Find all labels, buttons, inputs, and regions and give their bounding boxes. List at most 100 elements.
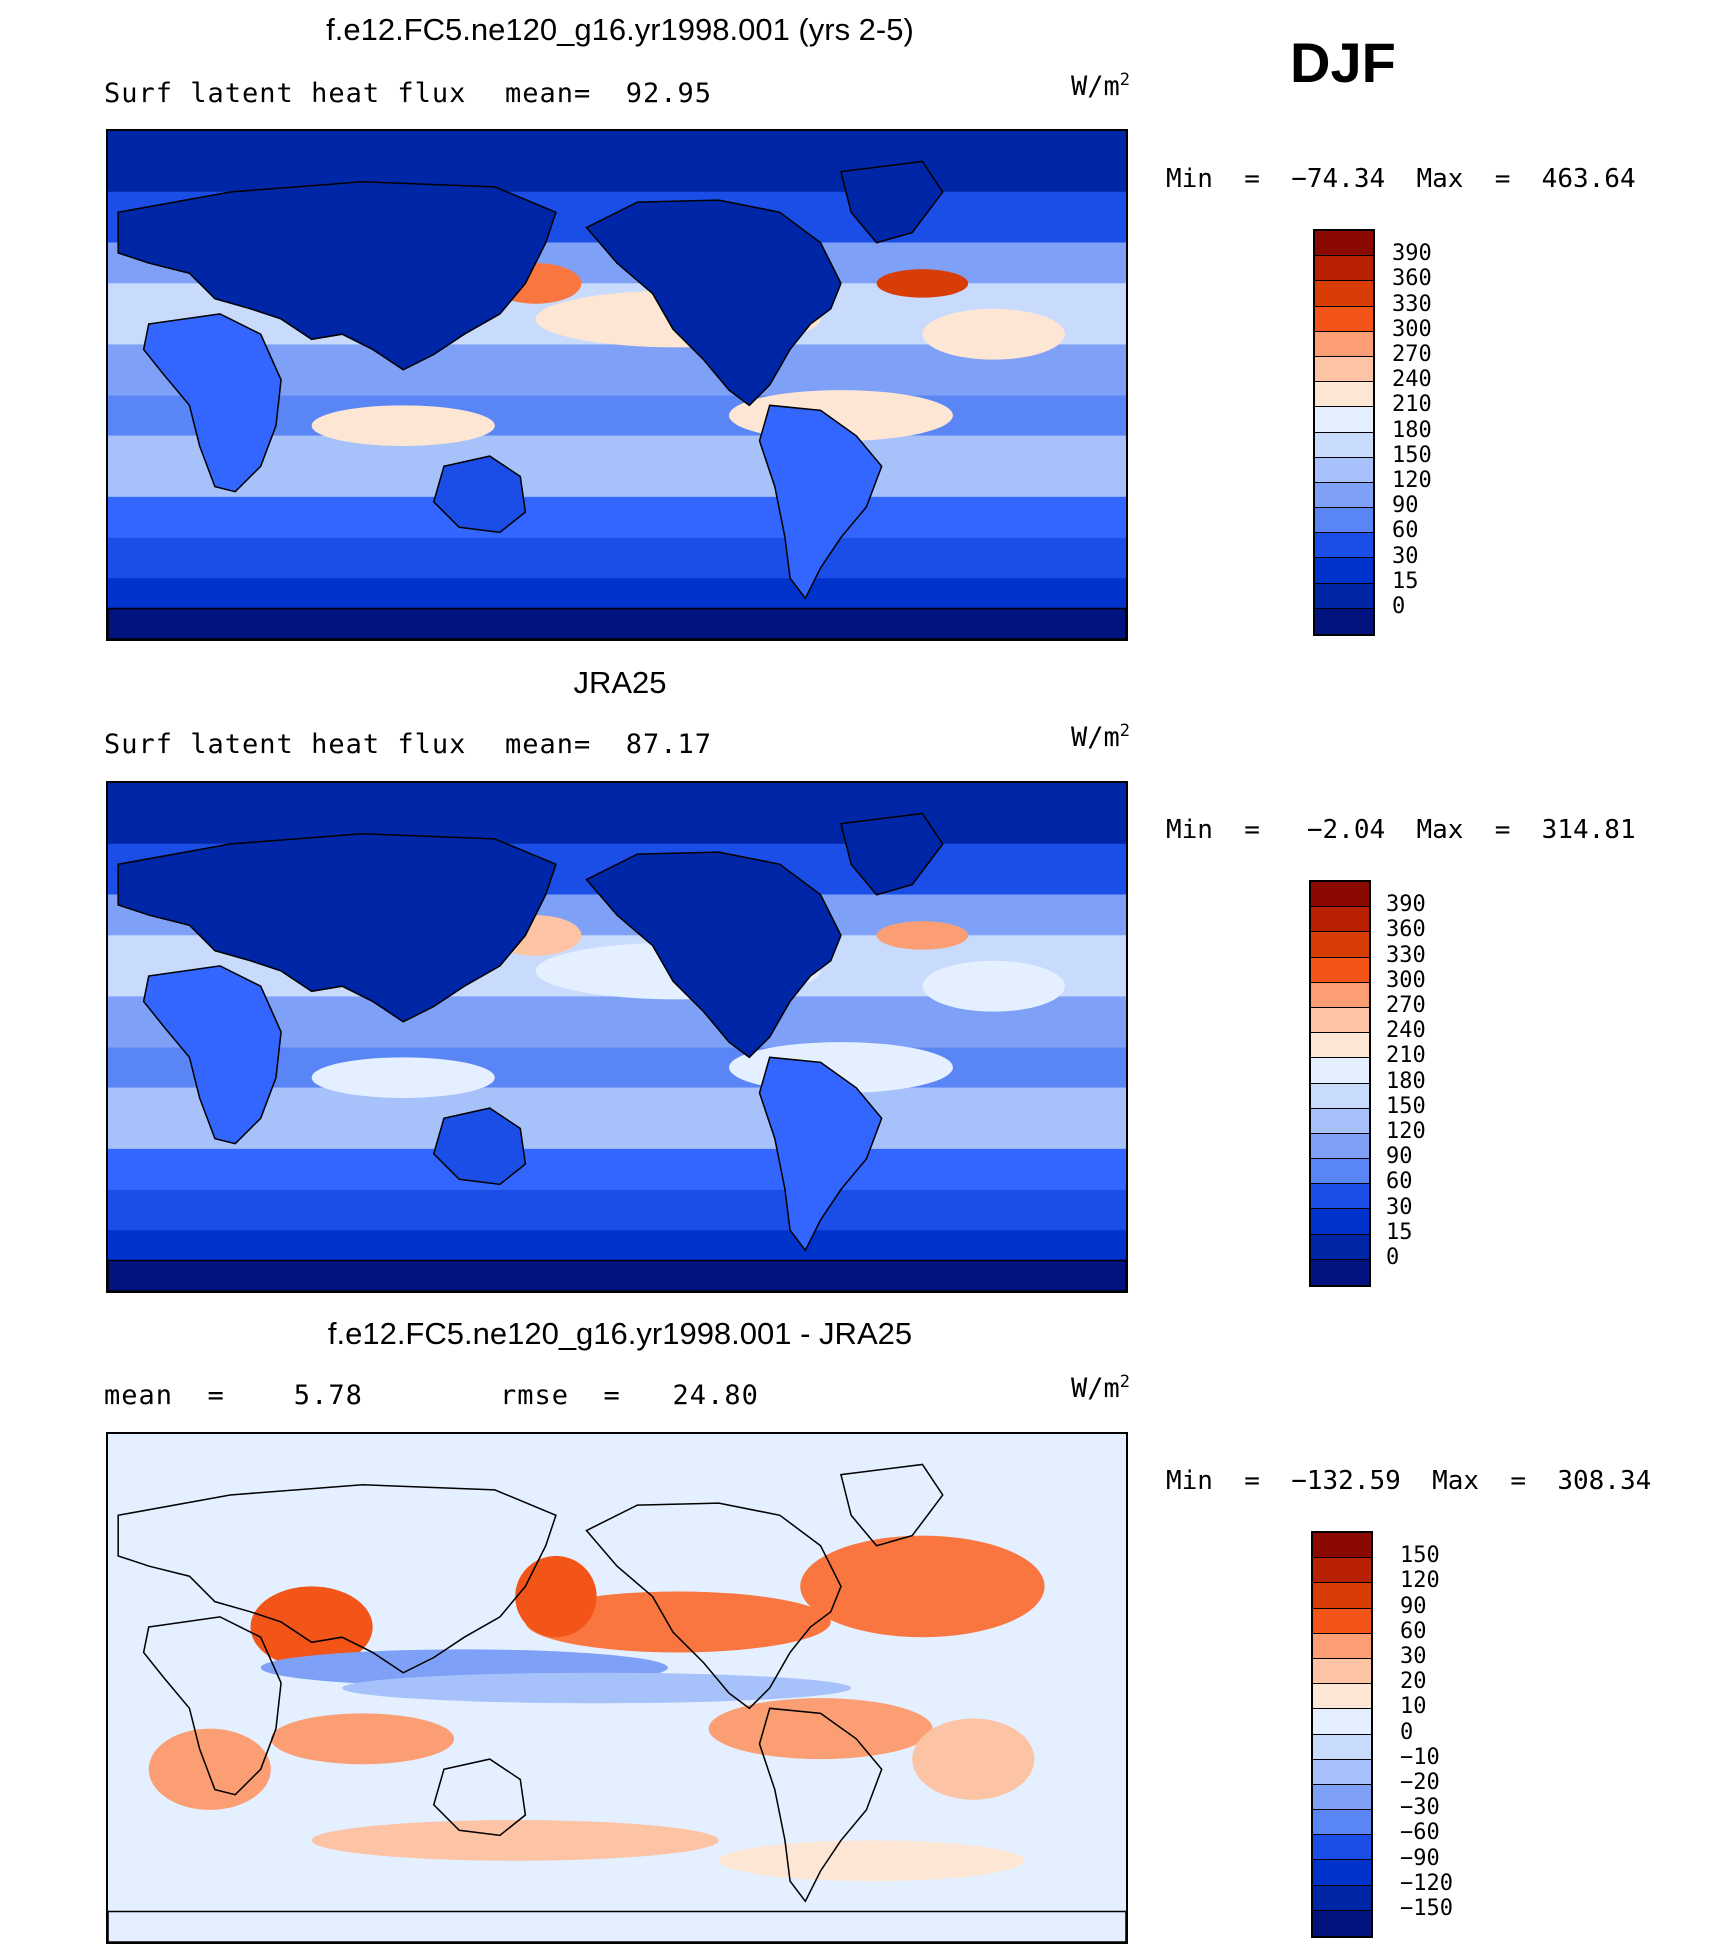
flux-maximum <box>311 405 495 446</box>
diff-anomaly <box>342 1672 852 1704</box>
continent-outline <box>432 455 527 534</box>
colorbar-tick-label: 390 <box>1386 892 1426 918</box>
flux-band <box>108 1189 1126 1231</box>
colorbar-tick-label: 10 <box>1400 1694 1427 1720</box>
panel-1-colorbar <box>1313 229 1375 636</box>
continent-outline <box>117 1484 557 1674</box>
flux-band <box>108 435 1126 497</box>
colorbar-tick-label: 90 <box>1400 1593 1427 1619</box>
colorbar-bin <box>1313 1558 1371 1584</box>
colorbar-bin <box>1313 1684 1371 1710</box>
colorbar-tick-label: 210 <box>1386 1043 1426 1069</box>
colorbar-tick-label: 30 <box>1386 1194 1413 1220</box>
panel-2-map <box>106 781 1128 1293</box>
colorbar-bin <box>1315 533 1373 559</box>
flux-band <box>108 578 1126 609</box>
panel-3-map-plot <box>108 1434 1126 1942</box>
colorbar-bin <box>1311 1184 1369 1210</box>
colorbar-bin <box>1315 583 1373 609</box>
colorbar-tick-label: 0 <box>1392 594 1406 619</box>
colorbar-tick-label: 0 <box>1400 1719 1414 1745</box>
colorbar-bin <box>1315 432 1373 458</box>
colorbar-bin <box>1311 1209 1369 1235</box>
continent-outline <box>758 1707 883 1903</box>
panel-1-variable-label: Surf latent heat flux <box>104 78 467 109</box>
colorbar-bin <box>1313 1885 1371 1911</box>
colorbar-tick-label: 330 <box>1392 291 1432 317</box>
flux-band <box>108 1087 1126 1149</box>
panel-3-minmax: Min = −132.59 Max = 308.34 <box>1166 1466 1652 1496</box>
colorbar-bin <box>1311 1083 1369 1109</box>
colorbar-bin <box>1313 1583 1371 1609</box>
colorbar-bin <box>1313 1910 1371 1936</box>
colorbar-bin <box>1311 907 1369 933</box>
panel-1-mean-label: mean= 92.95 <box>505 78 713 109</box>
continent-outline <box>432 1758 527 1837</box>
flux-band <box>108 1148 1126 1190</box>
colorbar-tick-label: 360 <box>1392 266 1432 292</box>
continent-outline <box>758 404 883 600</box>
colorbar-bin <box>1311 1033 1369 1059</box>
flux-band <box>108 131 1126 192</box>
colorbar-tick-label: 15 <box>1392 568 1419 594</box>
continent-outline <box>108 1910 1126 1942</box>
colorbar-tick-label: 180 <box>1392 417 1432 443</box>
colorbar-tick-label: 210 <box>1392 392 1432 418</box>
colorbar-bin <box>1313 1533 1371 1559</box>
colorbar-tick-label: 300 <box>1386 967 1426 993</box>
diff-anomaly <box>708 1698 933 1760</box>
flux-maximum <box>311 1057 495 1098</box>
colorbar-tick-label: 360 <box>1386 917 1426 943</box>
colorbar-tick-label: 15 <box>1386 1219 1413 1245</box>
panel-2-map-plot <box>108 783 1126 1291</box>
continent-outline <box>585 199 842 407</box>
panel-3-title: f.e12.FC5.ne120_g16.yr1998.001 - JRA25 <box>327 1316 913 1351</box>
colorbar-bin <box>1311 932 1369 958</box>
diff-anomaly <box>311 1820 719 1861</box>
colorbar-tick-label: −120 <box>1400 1870 1453 1896</box>
colorbar-bin <box>1315 356 1373 383</box>
colorbar-bin <box>1313 1835 1371 1861</box>
colorbar-tick-label: 240 <box>1392 367 1432 393</box>
colorbar-bin <box>1315 382 1373 408</box>
continent-outline <box>840 160 944 244</box>
colorbar-tick-label: −30 <box>1400 1795 1440 1821</box>
panel-3-colorbar <box>1311 1531 1373 1938</box>
continent-outline <box>142 1616 282 1796</box>
continent-outline <box>585 851 842 1059</box>
continent-outline <box>108 1259 1126 1291</box>
colorbar-tick-label: 300 <box>1392 316 1432 342</box>
continent-outline <box>585 1502 842 1710</box>
colorbar-bin <box>1315 231 1373 257</box>
panel-1-map <box>106 129 1128 641</box>
continent-outline <box>840 812 944 896</box>
flux-band <box>108 1230 1126 1261</box>
colorbar-tick-label: −60 <box>1400 1820 1440 1846</box>
continent-outline <box>840 1463 944 1547</box>
colorbar-bin <box>1313 1734 1371 1760</box>
panel-2-units: W/m2 <box>1070 721 1130 753</box>
diff-anomaly <box>148 1728 271 1810</box>
colorbar-tick-label: 60 <box>1386 1169 1413 1195</box>
diff-anomaly <box>250 1586 373 1668</box>
colorbar-tick-label: 150 <box>1392 442 1432 468</box>
continent-outline <box>108 607 1126 639</box>
colorbar-bin <box>1311 982 1369 1008</box>
panel-3-map <box>106 1432 1128 1944</box>
panel-1-title: f.e12.FC5.ne120_g16.yr1998.001 (yrs 2-5) <box>326 12 914 47</box>
flux-maximum <box>922 960 1065 1012</box>
colorbar-bin <box>1313 1658 1371 1685</box>
colorbar-bin <box>1315 482 1373 509</box>
flux-band <box>108 783 1126 844</box>
colorbar-tick-label: 150 <box>1386 1093 1426 1119</box>
panel-3-mean-label: mean = 5.78 <box>104 1380 363 1411</box>
diff-anomaly <box>718 1840 1025 1882</box>
colorbar-tick-label: 20 <box>1400 1669 1427 1695</box>
flux-maximum <box>922 308 1065 360</box>
panel-2-variable-label: Surf latent heat flux <box>104 729 467 760</box>
colorbar-bin <box>1315 608 1373 634</box>
colorbar-bin <box>1313 1608 1371 1634</box>
panel-2-colorbar <box>1309 880 1371 1287</box>
colorbar-bin <box>1313 1759 1371 1785</box>
panel-3-rmse-label: rmse = 24.80 <box>500 1380 759 1411</box>
